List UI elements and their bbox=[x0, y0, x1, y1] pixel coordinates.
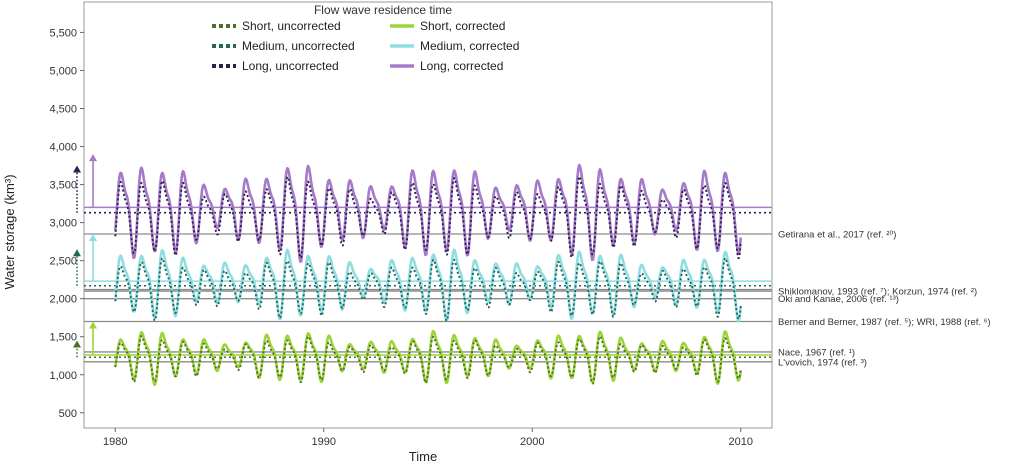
arrows bbox=[73, 154, 97, 358]
legend-label: Long, corrected bbox=[420, 59, 503, 73]
legend-label: Short, corrected bbox=[420, 19, 505, 33]
reference-labels: Getirana et al., 2017 (ref. ²⁰) Shikloman… bbox=[778, 230, 991, 369]
legend: Flow wave residence time Short, uncorrec… bbox=[212, 3, 519, 73]
reference-label: Nace, 1967 (ref. ¹) bbox=[778, 347, 855, 358]
y-tick-label: 1,000 bbox=[49, 370, 77, 382]
y-tick-label: 5,500 bbox=[49, 27, 77, 39]
reference-label: Berner and Berner, 1987 (ref. ⁵); WRI, 1… bbox=[778, 317, 991, 328]
legend-label: Medium, uncorrected bbox=[242, 39, 355, 53]
series-lines bbox=[114, 163, 742, 387]
legend-label: Long, uncorrected bbox=[242, 59, 339, 73]
arrow-head bbox=[73, 249, 81, 257]
arrow-head bbox=[89, 154, 97, 162]
series-line bbox=[114, 175, 742, 259]
y-tick-label: 4,500 bbox=[49, 104, 77, 116]
mean-lines bbox=[84, 206, 772, 359]
reference-label: Oki and Kanae, 2006 (ref. ¹³) bbox=[778, 294, 899, 305]
y-tick-label: 2,000 bbox=[49, 294, 77, 306]
reference-label: L'vovich, 1974 (ref. ³) bbox=[778, 357, 867, 368]
y-tick-label: 3,000 bbox=[49, 218, 77, 230]
x-tick-label: 2000 bbox=[520, 436, 544, 448]
arrow-head bbox=[89, 321, 97, 329]
legend-label: Short, uncorrected bbox=[242, 19, 341, 33]
x-tick-label: 1990 bbox=[312, 436, 336, 448]
arrow-head bbox=[89, 234, 97, 242]
legend-label: Medium, corrected bbox=[420, 39, 519, 53]
arrow-head bbox=[73, 165, 81, 173]
arrow-head bbox=[73, 340, 81, 348]
x-tick-label: 2010 bbox=[728, 436, 752, 448]
y-tick-label: 1,500 bbox=[49, 332, 77, 344]
plot-border bbox=[83, 1, 773, 429]
axes: 500 1,000 1,500 2,000 2,500 3,000 3,500 4,000 4,… bbox=[49, 27, 753, 448]
y-tick-label: 3,500 bbox=[49, 180, 77, 192]
y-tick-label: 4,000 bbox=[49, 142, 77, 154]
y-tick-label: 5,000 bbox=[49, 65, 77, 77]
series-line bbox=[114, 335, 742, 385]
legend-title: Flow wave residence time bbox=[314, 3, 452, 17]
x-axis-title: Time bbox=[409, 449, 437, 464]
plot-frame bbox=[83, 1, 773, 429]
series-line bbox=[114, 257, 742, 322]
reference-label: Shiklomanov, 1993 (ref. ⁷); Korzun, 1974… bbox=[778, 287, 977, 298]
y-tick-label: 2,500 bbox=[49, 256, 77, 268]
y-axis-title: Water storage (km³) bbox=[2, 174, 17, 289]
x-tick-label: 1980 bbox=[103, 436, 127, 448]
y-tick-label: 500 bbox=[59, 408, 77, 420]
reference-label: Getirana et al., 2017 (ref. ²⁰) bbox=[778, 230, 896, 241]
